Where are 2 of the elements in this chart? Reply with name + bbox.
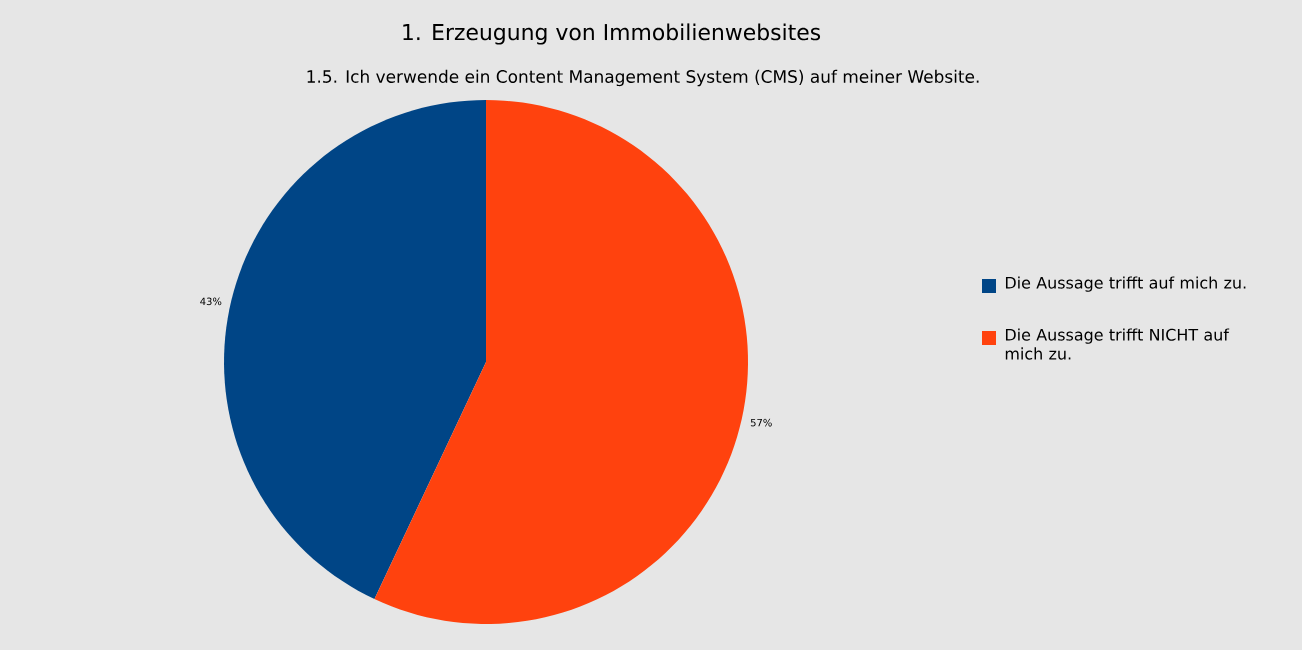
chart-subtitle: 1.5. Ich verwende ein Content Management System (CMS) auf meiner Website. [307,69,979,87]
chart-title: 1. Erzeugung von Immobilienwebsites [403,23,821,45]
